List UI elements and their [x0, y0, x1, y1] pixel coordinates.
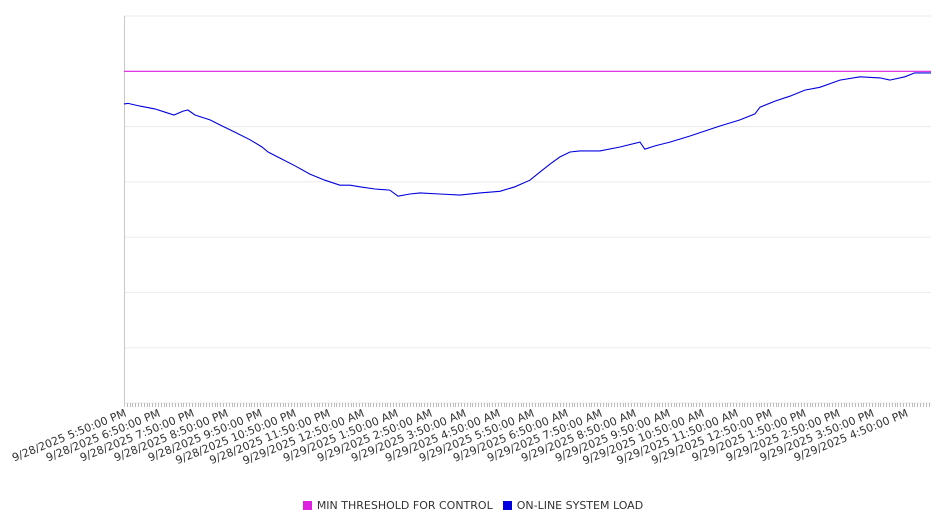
legend-label: MIN THRESHOLD FOR CONTROL [316, 499, 493, 512]
legend-item-threshold[interactable]: MIN THRESHOLD FOR CONTROL [302, 499, 493, 512]
legend-item-system-load[interactable]: ON-LINE SYSTEM LOAD [502, 499, 644, 512]
legend: MIN THRESHOLD FOR CONTROL ON-LINE SYSTEM… [0, 499, 946, 512]
legend-label: ON-LINE SYSTEM LOAD [516, 499, 644, 512]
legend-swatch-blue [502, 501, 512, 510]
x-axis-labels: 9/28/2025 5:50:00 PM9/28/2025 6:50:00 PM… [10, 407, 910, 468]
system-load-line [123, 72, 931, 197]
legend-swatch-magenta [302, 501, 312, 510]
series-lines [123, 70, 931, 197]
x-axis-ticks [124, 403, 930, 407]
gridlines [124, 15, 931, 404]
